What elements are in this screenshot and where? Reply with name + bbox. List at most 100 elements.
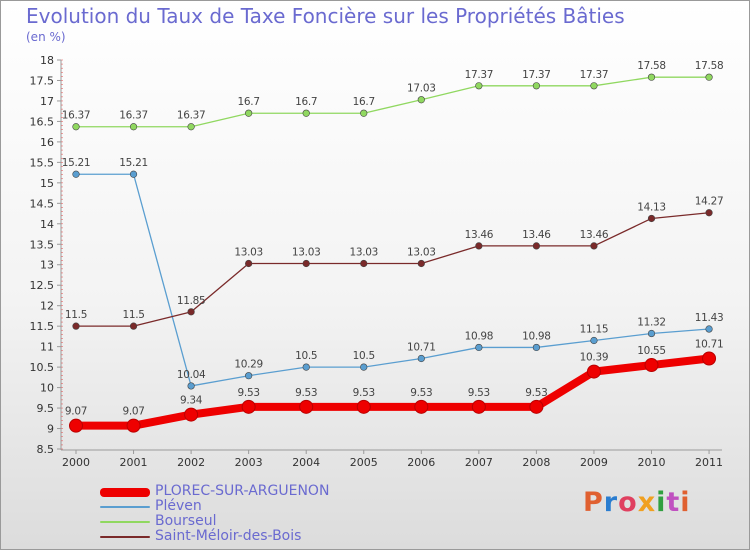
series-point-0 [414, 399, 429, 414]
series-point-1 [475, 343, 483, 352]
data-label-0: 9.07 [65, 406, 87, 418]
series-point-2 [590, 82, 598, 90]
series-point-0 [702, 351, 717, 366]
series-point-2 [72, 123, 80, 131]
series-line-0 [72, 354, 714, 430]
series-point-1 [590, 336, 598, 345]
series-point-3 [590, 242, 598, 250]
data-label-1: 10.98 [465, 330, 494, 342]
legend-item: PLOREC-SUR-ARGUENON [100, 483, 400, 500]
series-line-2 [75, 76, 710, 128]
series-point-1 [705, 325, 713, 333]
data-label-3: 11.85 [177, 295, 206, 307]
legend-item: Saint-Méloir-des-Bois [100, 528, 400, 545]
series-point-0 [241, 399, 256, 414]
logo-letter: o [618, 487, 638, 518]
y-tick-label: 14.5 [30, 197, 55, 210]
chart-title: Evolution du Taux de Taxe Foncière sur l… [26, 4, 625, 28]
data-label-2: 16.7 [295, 96, 317, 108]
y-tick-label: 14 [40, 218, 54, 231]
x-tick-label: 2004 [292, 456, 320, 469]
series-point-1 [245, 372, 253, 380]
series-point-3 [647, 214, 656, 223]
data-label-0: 9.53 [410, 387, 432, 399]
series-point-3 [417, 259, 425, 268]
x-tick-label: 2006 [407, 456, 435, 469]
y-tick-label: 13.5 [30, 238, 55, 251]
legend-label: PLOREC-SUR-ARGUENON [155, 483, 330, 499]
data-label-3: 11.5 [122, 309, 144, 321]
series-point-2 [360, 109, 368, 117]
data-label-2: 17.37 [580, 69, 609, 81]
series-point-0 [69, 418, 83, 433]
data-label-3: 13.46 [465, 229, 494, 241]
data-label-1: 15.21 [119, 157, 148, 169]
data-label-1: 10.5 [295, 350, 317, 362]
data-label-0: 9.53 [525, 387, 547, 399]
y-tick-label: 17 [40, 95, 54, 108]
legend-swatch [100, 506, 150, 508]
y-tick-label: 10 [40, 382, 54, 395]
data-label-2: 16.7 [238, 96, 260, 108]
series-point-3 [187, 308, 195, 316]
series-point-1 [72, 170, 80, 178]
series-point-0 [644, 358, 659, 373]
data-label-2: 17.37 [465, 69, 494, 81]
data-label-3: 14.13 [637, 201, 666, 213]
x-tick-label: 2002 [177, 456, 205, 469]
y-tick-label: 9.5 [37, 402, 55, 415]
y-tick-label: 13 [40, 259, 54, 272]
legend-item: Pléven [100, 498, 400, 515]
data-label-2: 17.37 [522, 69, 551, 81]
legend-swatch [100, 487, 150, 497]
data-label-2: 17.03 [407, 83, 436, 95]
data-label-2: 16.37 [177, 110, 206, 122]
data-label-2: 16.37 [62, 110, 91, 122]
y-tick-label: 15.5 [30, 156, 55, 169]
logo-letter: t [666, 487, 681, 518]
data-label-3: 13.03 [407, 247, 436, 259]
x-tick-label: 2000 [62, 456, 90, 469]
data-label-1: 11.32 [637, 317, 666, 329]
x-tick-label: 2009 [580, 456, 608, 469]
series-point-1 [647, 329, 656, 338]
logo-letter: r [603, 487, 619, 518]
series-point-1 [187, 382, 195, 390]
legend-swatch [100, 521, 150, 523]
series-point-2 [302, 109, 310, 117]
series-point-3 [360, 259, 368, 268]
series-line-3 [75, 212, 710, 327]
data-label-3: 13.03 [234, 247, 263, 259]
logo-letter: P [583, 487, 604, 518]
data-label-3: 13.46 [522, 229, 551, 241]
series-point-2 [129, 123, 138, 131]
x-tick-label: 2001 [120, 456, 148, 469]
data-label-0: 9.53 [353, 387, 375, 399]
series-point-0 [471, 399, 486, 414]
y-tick-label: 9 [47, 423, 54, 436]
series-point-2 [475, 82, 483, 90]
data-label-0: 9.53 [238, 387, 260, 399]
series-point-1 [360, 363, 368, 371]
y-tick-label: 18 [40, 54, 54, 67]
x-tick-label: 2003 [235, 456, 263, 469]
data-label-2: 16.37 [119, 110, 148, 122]
data-label-1: 10.29 [234, 359, 263, 371]
logo-letter: i [680, 487, 691, 518]
data-label-0: 10.39 [580, 352, 609, 364]
series-point-2 [245, 109, 253, 117]
data-label-1: 11.15 [580, 323, 609, 335]
legend-item: Bourseul [100, 513, 400, 530]
series-point-0 [299, 399, 314, 414]
data-label-3: 13.03 [292, 247, 321, 259]
legend-label: Pléven [155, 498, 202, 514]
x-tick-label: 2008 [522, 456, 550, 469]
series-point-0 [529, 399, 544, 414]
data-label-2: 16.7 [353, 96, 375, 108]
data-label-1: 11.43 [695, 312, 724, 324]
series-point-0 [356, 399, 371, 414]
data-label-0: 9.53 [468, 387, 490, 399]
y-tick-label: 17.5 [30, 74, 55, 87]
